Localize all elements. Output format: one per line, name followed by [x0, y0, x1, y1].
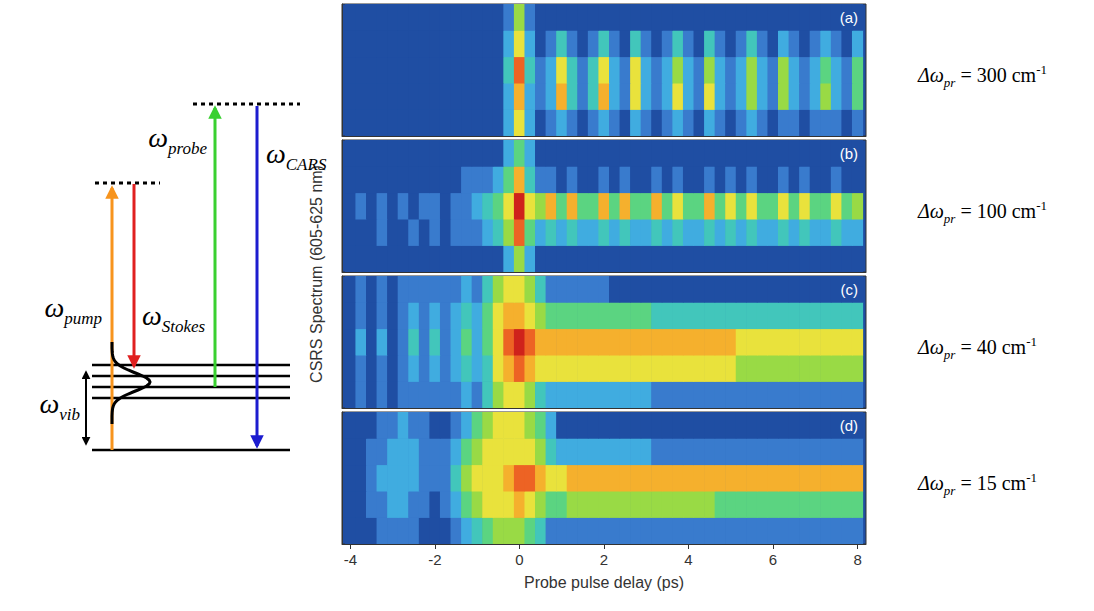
svg-text:4: 4 [684, 551, 692, 568]
svg-text:8: 8 [853, 551, 861, 568]
html-text:ωvib: ωvib [39, 388, 80, 424]
html-text:Δωpr= 40 cm-1: Δωpr= 40 cm-1 [918, 334, 1037, 362]
svg-text:CSRS Spectrum (605-625 nm): CSRS Spectrum (605-625 nm) [308, 165, 325, 383]
svg-text:(a): (a) [840, 9, 858, 26]
svg-text:2: 2 [600, 551, 608, 568]
svg-text:-4: -4 [344, 551, 357, 568]
html-text:Δωpr= 100 cm-1: Δωpr= 100 cm-1 [918, 198, 1047, 226]
html-text:ωCARS: ωCARS [266, 138, 327, 174]
html-text:ωpump: ωpump [44, 292, 102, 328]
html-text:Δωpr= 300 cm-1: Δωpr= 300 cm-1 [918, 62, 1047, 90]
svg-text:6: 6 [769, 551, 777, 568]
svg-text:(b): (b) [840, 145, 858, 162]
svg-text:(c): (c) [841, 281, 859, 298]
svg-text:0: 0 [515, 551, 523, 568]
svg-text:-2: -2 [428, 551, 441, 568]
html-text:ωStokes: ωStokes [142, 300, 206, 336]
svg-text:(d): (d) [840, 417, 858, 434]
svg-text:Probe pulse delay (ps): Probe pulse delay (ps) [524, 574, 684, 591]
html-text:Δωpr= 15 cm-1: Δωpr= 15 cm-1 [918, 470, 1037, 498]
html-text:ωprobe: ωprobe [148, 122, 207, 158]
